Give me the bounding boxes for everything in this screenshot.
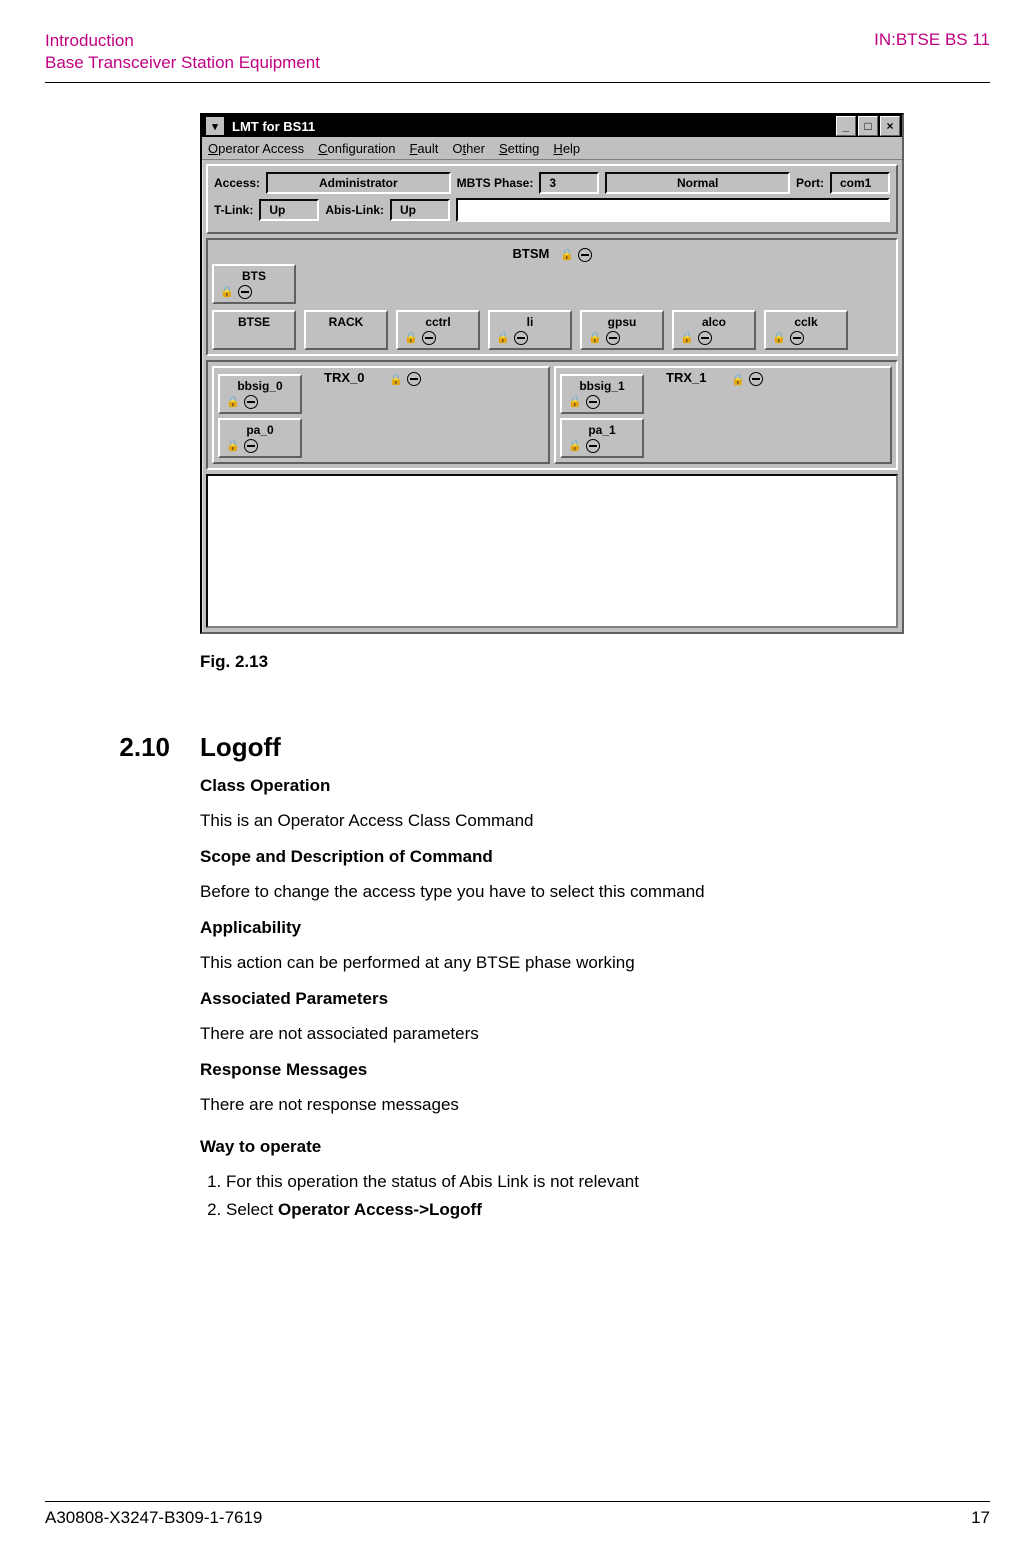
access-field: Administrator	[266, 172, 451, 194]
section-title: Logoff	[200, 732, 281, 763]
applicability-text: This action can be performed at any BTSE…	[200, 950, 970, 976]
node-bbsig1[interactable]: bbsig_1🔒	[560, 374, 644, 414]
header-left-line1: Introduction	[45, 30, 320, 52]
node-bts[interactable]: BTS 🔒	[212, 264, 296, 304]
maximize-icon[interactable]: □	[858, 116, 878, 136]
port-label: Port:	[796, 176, 824, 190]
tlink-label: T-Link:	[214, 203, 253, 217]
normal-field: Normal	[605, 172, 790, 194]
menu-setting[interactable]: Setting	[499, 141, 539, 156]
scope-heading: Scope and Description of Command	[200, 844, 970, 870]
step-1: For this operation the status of Abis Li…	[226, 1169, 970, 1195]
status-panel: Access: Administrator MBTS Phase: 3 Norm…	[206, 164, 898, 234]
lmt-window: ▾ LMT for BS11 _ □ × Operator Access Con…	[200, 113, 904, 634]
lock-icon: 🔒	[772, 331, 786, 344]
node-cctrl[interactable]: cctrl🔒	[396, 310, 480, 350]
node-gpsu[interactable]: gpsu🔒	[580, 310, 664, 350]
associated-params-text: There are not associated parameters	[200, 1021, 970, 1047]
system-menu-icon[interactable]: ▾	[206, 117, 224, 135]
header-rule	[45, 82, 990, 83]
step-2: Select Operator Access->Logoff	[226, 1197, 970, 1223]
lock-icon: 🔒	[568, 439, 582, 452]
lock-icon: 🔒	[404, 331, 418, 344]
btsm-panel: BTSM 🔒 BTS 🔒 BTSE RACK cctrl🔒	[206, 238, 898, 356]
class-operation-text: This is an Operator Access Class Command	[200, 808, 970, 834]
lock-icon: 🔒	[220, 285, 234, 298]
abis-field: Up	[390, 199, 450, 221]
status-badge-icon	[422, 331, 436, 345]
message-field	[456, 198, 890, 222]
port-field: com1	[830, 172, 890, 194]
btsm-title: BTSM 🔒	[212, 244, 892, 264]
way-to-operate-heading: Way to operate	[200, 1134, 970, 1160]
status-badge-icon	[407, 372, 421, 386]
status-badge-icon	[244, 439, 258, 453]
section-number: 2.10	[105, 732, 170, 763]
footer-doc-id: A30808-X3247-B309-1-7619	[45, 1508, 262, 1528]
node-li[interactable]: li🔒	[488, 310, 572, 350]
empty-client-area	[206, 474, 898, 628]
node-cclk[interactable]: cclk🔒	[764, 310, 848, 350]
lock-icon: 🔒	[389, 374, 403, 386]
node-rack[interactable]: RACK	[304, 310, 388, 350]
menu-operator-access[interactable]: Operator Access	[208, 141, 304, 156]
mbts-field: 3	[539, 172, 599, 194]
status-badge-icon	[244, 395, 258, 409]
status-badge-icon	[238, 285, 252, 299]
trx0-title: TRX_0	[324, 370, 364, 385]
status-badge-icon	[698, 331, 712, 345]
access-label: Access:	[214, 176, 260, 190]
status-badge-icon	[749, 372, 763, 386]
status-badge-icon	[586, 395, 600, 409]
node-pa1[interactable]: pa_1🔒	[560, 418, 644, 458]
page-footer: A30808-X3247-B309-1-7619 17	[45, 1501, 990, 1528]
response-messages-text: There are not response messages	[200, 1092, 970, 1118]
tlink-field: Up	[259, 199, 319, 221]
mbts-label: MBTS Phase:	[457, 176, 534, 190]
lock-icon: 🔒	[560, 249, 574, 261]
footer-page-number: 17	[971, 1508, 990, 1528]
lock-icon: 🔒	[568, 395, 582, 408]
figure-caption: Fig. 2.13	[200, 652, 970, 672]
header-left-line2: Base Transceiver Station Equipment	[45, 52, 320, 74]
menu-fault[interactable]: Fault	[409, 141, 438, 156]
applicability-heading: Applicability	[200, 915, 970, 941]
menu-help[interactable]: Help	[553, 141, 580, 156]
header-right: IN:BTSE BS 11	[874, 30, 990, 74]
status-badge-icon	[586, 439, 600, 453]
node-alco[interactable]: alco🔒	[672, 310, 756, 350]
lock-icon: 🔒	[588, 331, 602, 344]
page-header: Introduction Base Transceiver Station Eq…	[45, 30, 990, 74]
menubar: Operator Access Configuration Fault Othe…	[202, 137, 902, 160]
trx1-title: TRX_1	[666, 370, 706, 385]
trx1-group: TRX_1 🔒 bbsig_1🔒 pa_1🔒	[554, 366, 892, 464]
lock-icon: 🔒	[226, 395, 240, 408]
response-messages-heading: Response Messages	[200, 1057, 970, 1083]
trx-panel: TRX_0 🔒 bbsig_0🔒 pa_0🔒 TRX_1 🔒 bb	[206, 360, 898, 470]
abis-label: Abis-Link:	[325, 203, 384, 217]
lock-icon: 🔒	[226, 439, 240, 452]
lock-icon: 🔒	[731, 374, 745, 386]
node-btse[interactable]: BTSE	[212, 310, 296, 350]
node-pa0[interactable]: pa_0🔒	[218, 418, 302, 458]
lock-icon: 🔒	[496, 331, 510, 344]
class-operation-heading: Class Operation	[200, 773, 970, 799]
status-badge-icon	[514, 331, 528, 345]
status-badge-icon	[790, 331, 804, 345]
menu-configuration[interactable]: Configuration	[318, 141, 395, 156]
menu-other[interactable]: Other	[452, 141, 485, 156]
scope-text: Before to change the access type you hav…	[200, 879, 970, 905]
steps-list: For this operation the status of Abis Li…	[200, 1169, 970, 1222]
close-icon[interactable]: ×	[880, 116, 900, 136]
lock-icon: 🔒	[680, 331, 694, 344]
trx0-group: TRX_0 🔒 bbsig_0🔒 pa_0🔒	[212, 366, 550, 464]
associated-params-heading: Associated Parameters	[200, 986, 970, 1012]
status-badge-icon	[606, 331, 620, 345]
status-badge-icon	[578, 248, 592, 262]
minimize-icon[interactable]: _	[836, 116, 856, 136]
titlebar: ▾ LMT for BS11 _ □ ×	[202, 115, 902, 137]
window-title: LMT for BS11	[228, 119, 836, 134]
node-bbsig0[interactable]: bbsig_0🔒	[218, 374, 302, 414]
